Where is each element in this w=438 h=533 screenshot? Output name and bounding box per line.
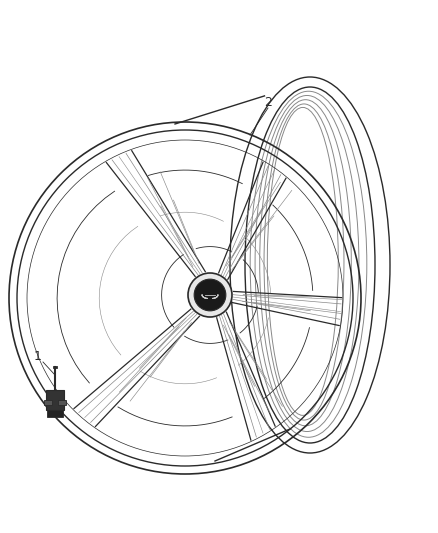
Circle shape bbox=[188, 273, 232, 317]
Text: 2: 2 bbox=[264, 95, 272, 109]
Circle shape bbox=[194, 279, 226, 311]
Text: 1: 1 bbox=[34, 351, 42, 364]
Bar bbox=[47, 410, 63, 417]
Bar bbox=[46, 390, 64, 410]
Bar bbox=[44, 400, 52, 405]
Bar bbox=[58, 400, 66, 405]
